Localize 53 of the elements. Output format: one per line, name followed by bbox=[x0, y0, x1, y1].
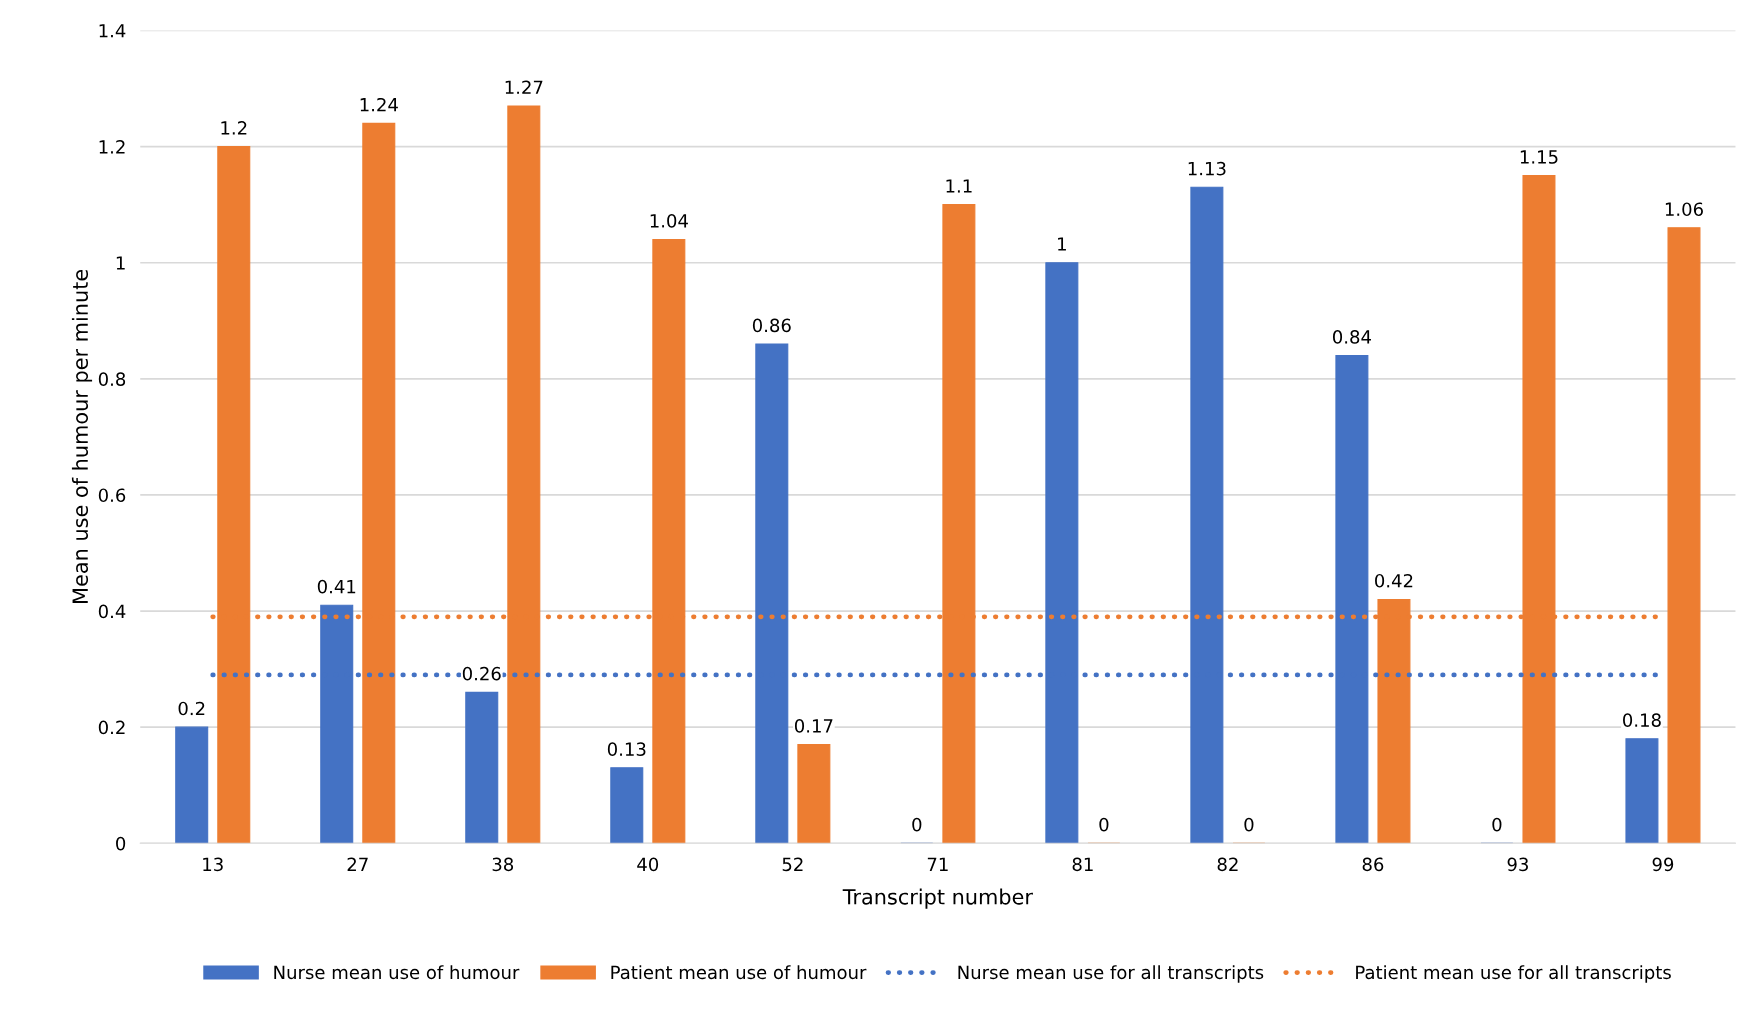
x-tick-label: 82 bbox=[1217, 857, 1238, 872]
bar bbox=[175, 726, 209, 844]
x-tick-label: 52 bbox=[782, 857, 803, 872]
y-tick-label: 1 bbox=[116, 256, 125, 270]
y-tick-label: 1.2 bbox=[99, 140, 125, 154]
y-tick-label: 0.2 bbox=[98, 720, 125, 735]
data-label: 1.1 bbox=[946, 179, 972, 193]
x-tick-label: 99 bbox=[1652, 857, 1674, 872]
data-label: 0.41 bbox=[317, 579, 356, 594]
x-tick-label: 93 bbox=[1507, 857, 1528, 872]
legend-label: Nurse mean use of humour bbox=[274, 965, 520, 980]
data-label: 1.06 bbox=[1665, 202, 1703, 217]
data-label: 0.84 bbox=[1332, 330, 1371, 344]
data-label: 0 bbox=[1492, 817, 1502, 832]
legend-label: Patient mean use for all transcripts bbox=[1356, 965, 1671, 983]
data-label: 1.13 bbox=[1188, 161, 1226, 176]
data-label: 0.26 bbox=[462, 666, 501, 681]
data-label: 1.27 bbox=[505, 80, 543, 94]
data-label: 0 bbox=[1244, 817, 1254, 832]
x-tick-label: 40 bbox=[637, 857, 659, 872]
y-tick-label: 0.6 bbox=[98, 488, 126, 503]
data-label: 1.24 bbox=[360, 97, 398, 112]
x-tick-label: 38 bbox=[492, 857, 514, 872]
x-tick-label: 13 bbox=[203, 857, 223, 872]
data-label: 0.86 bbox=[752, 318, 791, 333]
bar bbox=[610, 767, 644, 844]
data-label: 0 bbox=[1099, 817, 1109, 832]
legend-label: Patient mean use of humour bbox=[611, 965, 867, 980]
y-tick-label: 0.8 bbox=[98, 372, 126, 386]
x-tick-label: 71 bbox=[927, 857, 948, 871]
data-label: 0.2 bbox=[178, 701, 205, 716]
bar bbox=[797, 744, 831, 844]
data-label: 1 bbox=[1058, 237, 1066, 251]
data-label: 0.18 bbox=[1623, 713, 1661, 727]
data-label: 0.42 bbox=[1375, 573, 1413, 588]
y-tick-label: 0.4 bbox=[98, 604, 126, 619]
x-tick-label: 27 bbox=[347, 857, 368, 871]
data-label: 1.2 bbox=[221, 121, 247, 135]
data-label: 0 bbox=[912, 817, 922, 832]
y-tick-label: 1.4 bbox=[99, 24, 126, 38]
data-label: 1.15 bbox=[1520, 150, 1558, 164]
y-axis-title: Mean use of humour per minute bbox=[71, 269, 93, 603]
data-label: 0.13 bbox=[607, 742, 646, 756]
bar bbox=[465, 691, 499, 844]
x-axis-title: Transcript number bbox=[842, 888, 1033, 909]
data-label: 1.04 bbox=[650, 214, 688, 228]
data-label: 0.17 bbox=[794, 719, 833, 733]
legend-label: Nurse mean use for all transcripts bbox=[958, 965, 1264, 983]
x-tick-label: 81 bbox=[1072, 857, 1093, 872]
bar bbox=[1625, 738, 1659, 844]
bar bbox=[1667, 227, 1701, 844]
x-tick-label: 86 bbox=[1362, 857, 1384, 872]
y-tick-label: 0 bbox=[116, 836, 126, 851]
